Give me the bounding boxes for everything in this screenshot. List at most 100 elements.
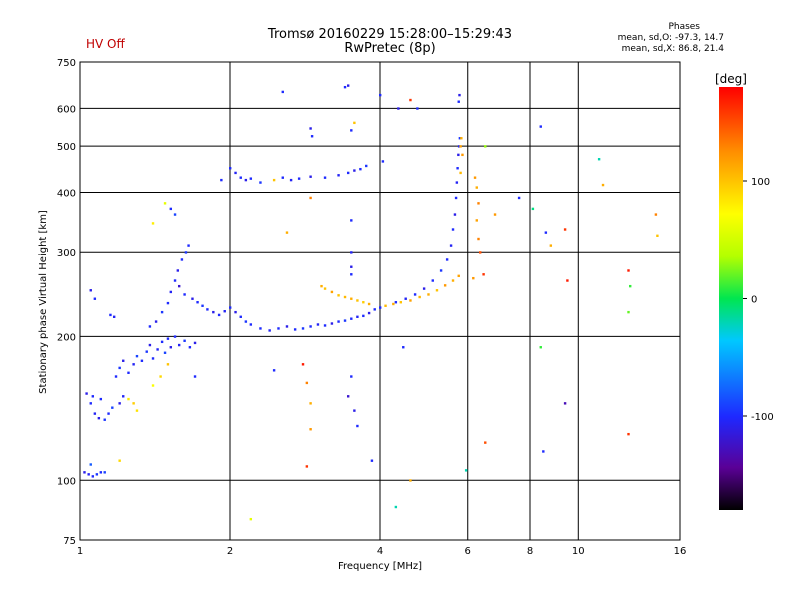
data-point [297,177,301,180]
data-point [163,202,167,205]
colorbar-unit-label: [deg] [715,72,747,86]
x-tick-labels: 1 2 4 6 8 10 16 [77,546,687,557]
data-point [343,295,347,299]
data-point [359,167,362,171]
data-point [89,289,92,292]
data-point [91,395,95,398]
data-point [337,320,340,323]
data-point [455,181,459,184]
data-point [112,315,116,319]
data-point [166,363,170,366]
data-points [83,84,659,521]
data-point [457,153,460,157]
data-point [457,274,460,278]
data-point [229,167,232,170]
chart-subtitle: RwPretec (8p) [344,41,436,56]
x-tick-label: 2 [227,546,233,557]
data-point [370,459,374,462]
data-point [89,463,92,466]
data-point [173,335,177,338]
data-point [114,375,118,378]
phases-title: Phases [668,22,700,32]
data-point [353,409,356,412]
data-point [93,297,97,300]
colorbar-tick-label: 100 [751,177,770,188]
data-point [177,343,181,347]
data-point [472,276,475,280]
data-point [281,176,284,179]
data-point [145,350,148,353]
data-point [343,319,347,322]
data-point [249,323,253,326]
data-point [206,308,209,311]
data-point [343,85,347,89]
data-point [201,304,204,307]
y-tick-label: 400 [57,188,76,199]
data-point [337,294,340,297]
x-tick-label: 8 [527,546,533,557]
data-point [160,340,164,344]
data-point [184,251,188,254]
data-point [627,310,630,314]
y-axis-label: Stationary phase Virtual Height [km] [38,210,49,394]
data-point [316,323,320,326]
data-point [449,244,453,247]
data-point [427,293,430,296]
data-point [597,158,601,161]
x-tick-label: 10 [572,546,585,557]
data-point [473,176,477,179]
data-point [244,178,248,182]
phases-x-line: mean, sd,X: 86.8, 21.4 [621,44,724,54]
data-point [118,402,121,405]
data-point [268,329,271,332]
data-point [443,284,447,287]
data-point [320,284,323,288]
chart-title: Tromsø 20160229 15:28:00–15:29:43 [267,27,513,42]
data-point [544,231,548,234]
data-point [309,175,312,178]
data-point [422,287,426,290]
data-point [365,164,368,168]
data-point [159,375,162,378]
data-point [301,327,305,330]
data-point [107,412,110,415]
plot-frame [79,61,681,541]
data-point [350,317,353,320]
data-point [305,381,309,385]
grid-lines [80,62,680,540]
data-point [397,107,400,110]
data-point [627,432,630,436]
y-tick-label: 100 [57,476,76,487]
data-point [439,269,443,272]
data-point [330,322,334,325]
data-point [103,418,106,421]
data-point [458,137,462,140]
data-point [459,145,462,148]
data-point [249,177,253,180]
y-tick-label: 600 [57,104,76,115]
data-point [356,299,359,302]
data-point [346,395,350,398]
data-point [191,297,194,300]
data-point [183,339,186,342]
x-tick-label: 4 [377,546,383,557]
data-point [310,135,314,138]
data-point [259,327,262,330]
data-point [272,369,276,372]
data-point [373,308,376,311]
colorbar-tick-label: 0 [751,295,757,306]
data-point [305,465,309,468]
data-point [163,351,167,354]
y-tick-labels: 75 100 200 300 400 500 600 750 [57,58,76,547]
colorbar-tick-labels: 100 0 -100 [743,177,774,423]
data-point [87,473,90,476]
data-point [166,337,170,340]
data-point [477,237,480,241]
data-point [122,395,125,398]
data-point [563,402,567,405]
data-point [629,284,632,288]
data-point [118,459,121,462]
data-point [381,160,385,163]
data-point [517,196,521,200]
data-point [539,125,542,128]
